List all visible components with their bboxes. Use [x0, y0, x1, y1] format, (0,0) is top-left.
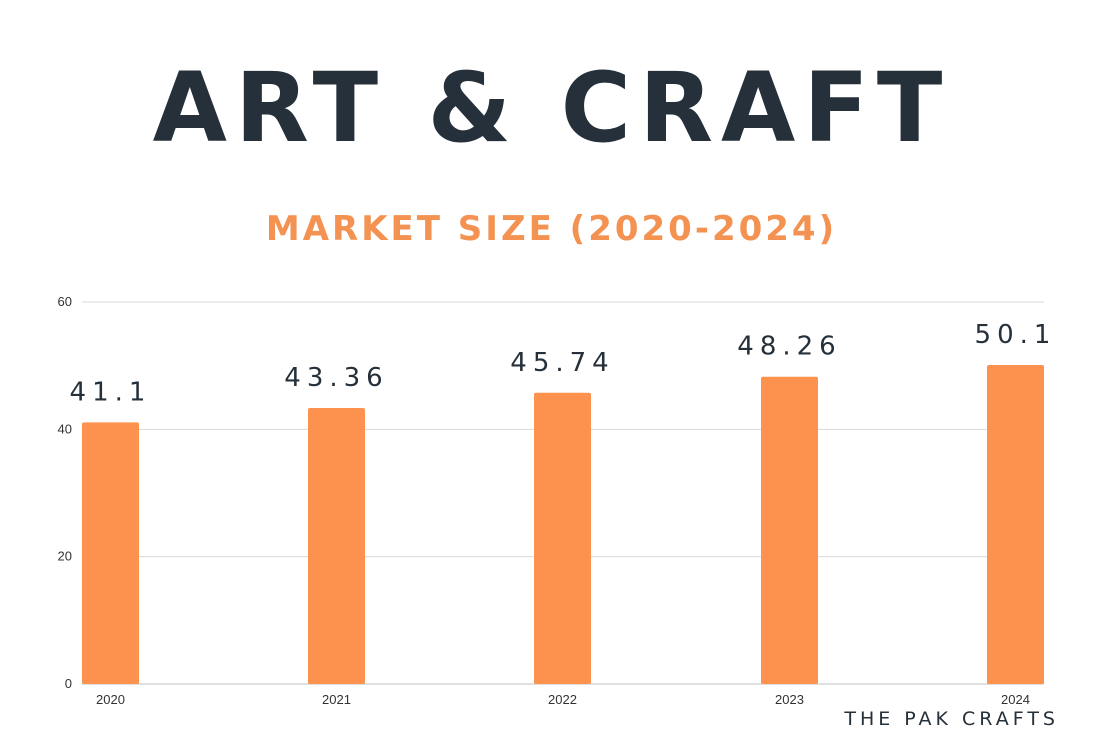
- chart-subtitle: MARKET SIZE (2020-2024): [265, 209, 838, 249]
- y-tick-label: 60: [58, 294, 72, 309]
- value-label: 43.36: [284, 363, 388, 393]
- chart-title: ART & CRAFT: [152, 52, 951, 164]
- credit-text: THE PAK CRAFTS: [844, 708, 1059, 730]
- x-tick-label: 2021: [322, 692, 351, 707]
- y-tick-label: 40: [58, 421, 72, 436]
- bar: [761, 376, 818, 684]
- value-label: 45.74: [510, 348, 614, 378]
- x-tick-label: 2024: [1001, 692, 1030, 707]
- x-tick-label: 2023: [775, 692, 804, 707]
- value-label: 48.26: [737, 332, 841, 362]
- bar: [308, 407, 365, 684]
- x-tick-label: 2022: [548, 692, 577, 707]
- y-tick-label: 0: [65, 676, 72, 691]
- bar: [534, 392, 591, 684]
- y-tick-label: 20: [58, 549, 72, 564]
- bar: [82, 422, 139, 684]
- x-tick-label: 2020: [96, 692, 125, 707]
- value-label: 41.1: [70, 377, 152, 407]
- bar: [987, 365, 1044, 684]
- value-label: 50.1: [975, 320, 1057, 350]
